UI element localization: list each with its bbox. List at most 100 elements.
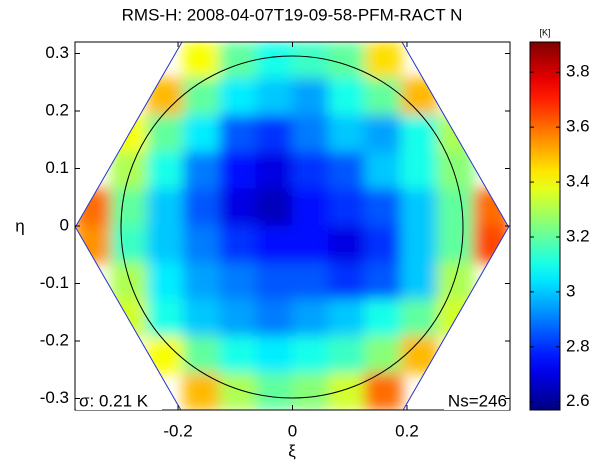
heat-cell bbox=[219, 372, 257, 410]
y-tick-label: -0.2 bbox=[40, 330, 69, 349]
plot-area bbox=[75, 42, 510, 410]
heat-cell bbox=[183, 42, 221, 80]
hex-region bbox=[75, 42, 509, 410]
heat-cell bbox=[147, 115, 185, 153]
heat-cell bbox=[328, 115, 366, 153]
heat-cell bbox=[400, 262, 438, 301]
heat-cell bbox=[328, 299, 366, 337]
heat-cell bbox=[183, 78, 221, 117]
heat-cell bbox=[255, 115, 293, 153]
heat-cell bbox=[255, 299, 293, 337]
heat-cell bbox=[328, 151, 366, 190]
x-tick-label: 0.2 bbox=[395, 421, 419, 440]
heat-cell bbox=[364, 151, 402, 190]
heat-cell bbox=[147, 188, 185, 227]
heat-cell bbox=[292, 42, 330, 80]
y-tick-label: 0.3 bbox=[45, 43, 69, 62]
chart-title: RMS-H: 2008-04-07T19-09-58-PFM-RACT N bbox=[122, 5, 463, 24]
x-tick-label: 0 bbox=[288, 421, 297, 440]
heat-cell bbox=[328, 372, 366, 410]
heat-cell bbox=[364, 115, 402, 153]
heat-cell bbox=[183, 335, 221, 374]
heat-cell bbox=[328, 78, 366, 117]
heat-cell bbox=[183, 188, 221, 227]
heat-cell bbox=[219, 42, 257, 80]
heat-cell bbox=[255, 262, 293, 301]
y-tick-label: 0.2 bbox=[45, 100, 69, 119]
heat-cell bbox=[328, 225, 366, 264]
heat-cell bbox=[292, 115, 330, 153]
heat-cell bbox=[292, 372, 330, 410]
heat-cell bbox=[147, 225, 185, 264]
heat-cell bbox=[400, 151, 438, 190]
heat-cell bbox=[219, 78, 257, 117]
heat-cell bbox=[255, 335, 293, 374]
heat-cell bbox=[183, 151, 221, 190]
heat-cell bbox=[292, 225, 330, 264]
heat-cell bbox=[219, 335, 257, 374]
heat-cell bbox=[400, 115, 438, 153]
heat-cell bbox=[75, 188, 112, 227]
heat-cell bbox=[255, 151, 293, 190]
heat-cell bbox=[437, 151, 475, 190]
y-tick-label: 0 bbox=[60, 215, 69, 234]
heat-cell bbox=[364, 262, 402, 301]
heat-cell bbox=[219, 151, 257, 190]
heat-cell bbox=[292, 299, 330, 337]
heat-cell bbox=[400, 299, 438, 337]
heatmap bbox=[75, 42, 509, 410]
annotation-bg bbox=[76, 392, 162, 410]
heat-cell bbox=[219, 262, 257, 301]
x-axis-label: ξ bbox=[288, 441, 296, 460]
heat-cell bbox=[292, 335, 330, 374]
heat-cell bbox=[147, 78, 185, 117]
heat-cell bbox=[364, 299, 402, 337]
heat-cell bbox=[219, 115, 257, 153]
heat-cell bbox=[255, 372, 293, 410]
heat-cell bbox=[110, 188, 148, 227]
heat-cell bbox=[292, 262, 330, 301]
heat-cell bbox=[255, 78, 293, 117]
heat-cell bbox=[255, 42, 293, 80]
heat-cell bbox=[147, 262, 185, 301]
heat-cell bbox=[292, 78, 330, 117]
annotation: Ns=246 bbox=[448, 391, 507, 410]
annotation-bg bbox=[444, 392, 509, 410]
colorbar-tick-label: 2.8 bbox=[566, 336, 590, 355]
heat-cell bbox=[147, 151, 185, 190]
heat-cell bbox=[255, 188, 293, 227]
heat-cell bbox=[110, 151, 148, 190]
circle bbox=[120, 55, 464, 399]
heat-cell bbox=[364, 188, 402, 227]
heat-cell bbox=[110, 299, 148, 337]
heat-cell bbox=[364, 42, 402, 80]
colorbar-tick-label: 3.2 bbox=[566, 226, 590, 245]
heat-cell bbox=[437, 262, 475, 301]
heat-cell bbox=[219, 225, 257, 264]
heat-cell bbox=[183, 299, 221, 337]
heat-cell bbox=[147, 299, 185, 337]
colorbar-tick-label: 3.6 bbox=[566, 117, 590, 136]
heat-cell bbox=[328, 262, 366, 301]
heat-cell bbox=[328, 335, 366, 374]
y-axis-label: η bbox=[15, 216, 24, 235]
heat-cell bbox=[183, 225, 221, 264]
colorbar-tick-label: 3.4 bbox=[566, 172, 590, 191]
heat-cell bbox=[292, 188, 330, 227]
heat-cell bbox=[473, 225, 509, 264]
colorbar-tick-label: 3.8 bbox=[566, 62, 590, 81]
heat-cell bbox=[364, 335, 402, 374]
heat-cell bbox=[183, 372, 221, 410]
heat-cell bbox=[255, 225, 293, 264]
colorbar bbox=[529, 41, 561, 411]
heat-cell bbox=[292, 151, 330, 190]
y-tick-label: -0.1 bbox=[40, 273, 69, 292]
heat-cell bbox=[219, 188, 257, 227]
heat-cell bbox=[219, 299, 257, 337]
heat-cell bbox=[364, 225, 402, 264]
hexagon bbox=[75, 42, 510, 410]
y-tick-label: 0.1 bbox=[45, 158, 69, 177]
heat-cell bbox=[400, 225, 438, 264]
